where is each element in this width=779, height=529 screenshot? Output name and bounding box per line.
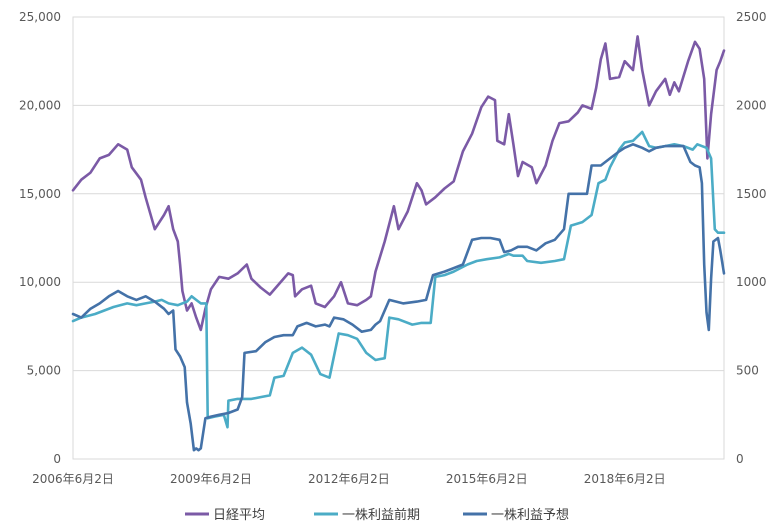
x-tick-label: 2009年6月2日 [170,472,252,486]
y-left-tick-label: 15,000 [19,187,61,201]
y-right-tick-label: 1000 [736,275,767,289]
series-line-2 [71,130,726,429]
series-line-1 [71,35,726,332]
legend-label: 一株利益予想 [491,507,569,523]
series-line-3 [71,143,726,452]
x-tick-label: 2015年6月2日 [446,472,528,486]
y-right-tick-label: 0 [736,452,744,466]
x-tick-label: 2018年6月2日 [584,472,666,486]
y-left-tick-label: 10,000 [19,275,61,289]
y-left-tick-label: 20,000 [19,98,61,112]
y-right-tick-label: 1500 [736,187,767,201]
x-tick-label: 2006年6月2日 [32,472,114,486]
y-left-tick-label: 5,000 [27,364,61,378]
plot-area-border [72,16,725,460]
legend-label: 一株利益前期 [342,507,420,523]
y-right-tick-label: 2500 [736,10,767,24]
y-right-tick-label: 2000 [736,98,767,112]
y-right-tick-label: 500 [736,364,759,378]
y-left-tick-label: 25,000 [19,10,61,24]
legend-label: 日経平均 [213,508,265,523]
y-left-tick-label: 0 [53,452,61,466]
x-tick-label: 2012年6月2日 [308,472,390,486]
